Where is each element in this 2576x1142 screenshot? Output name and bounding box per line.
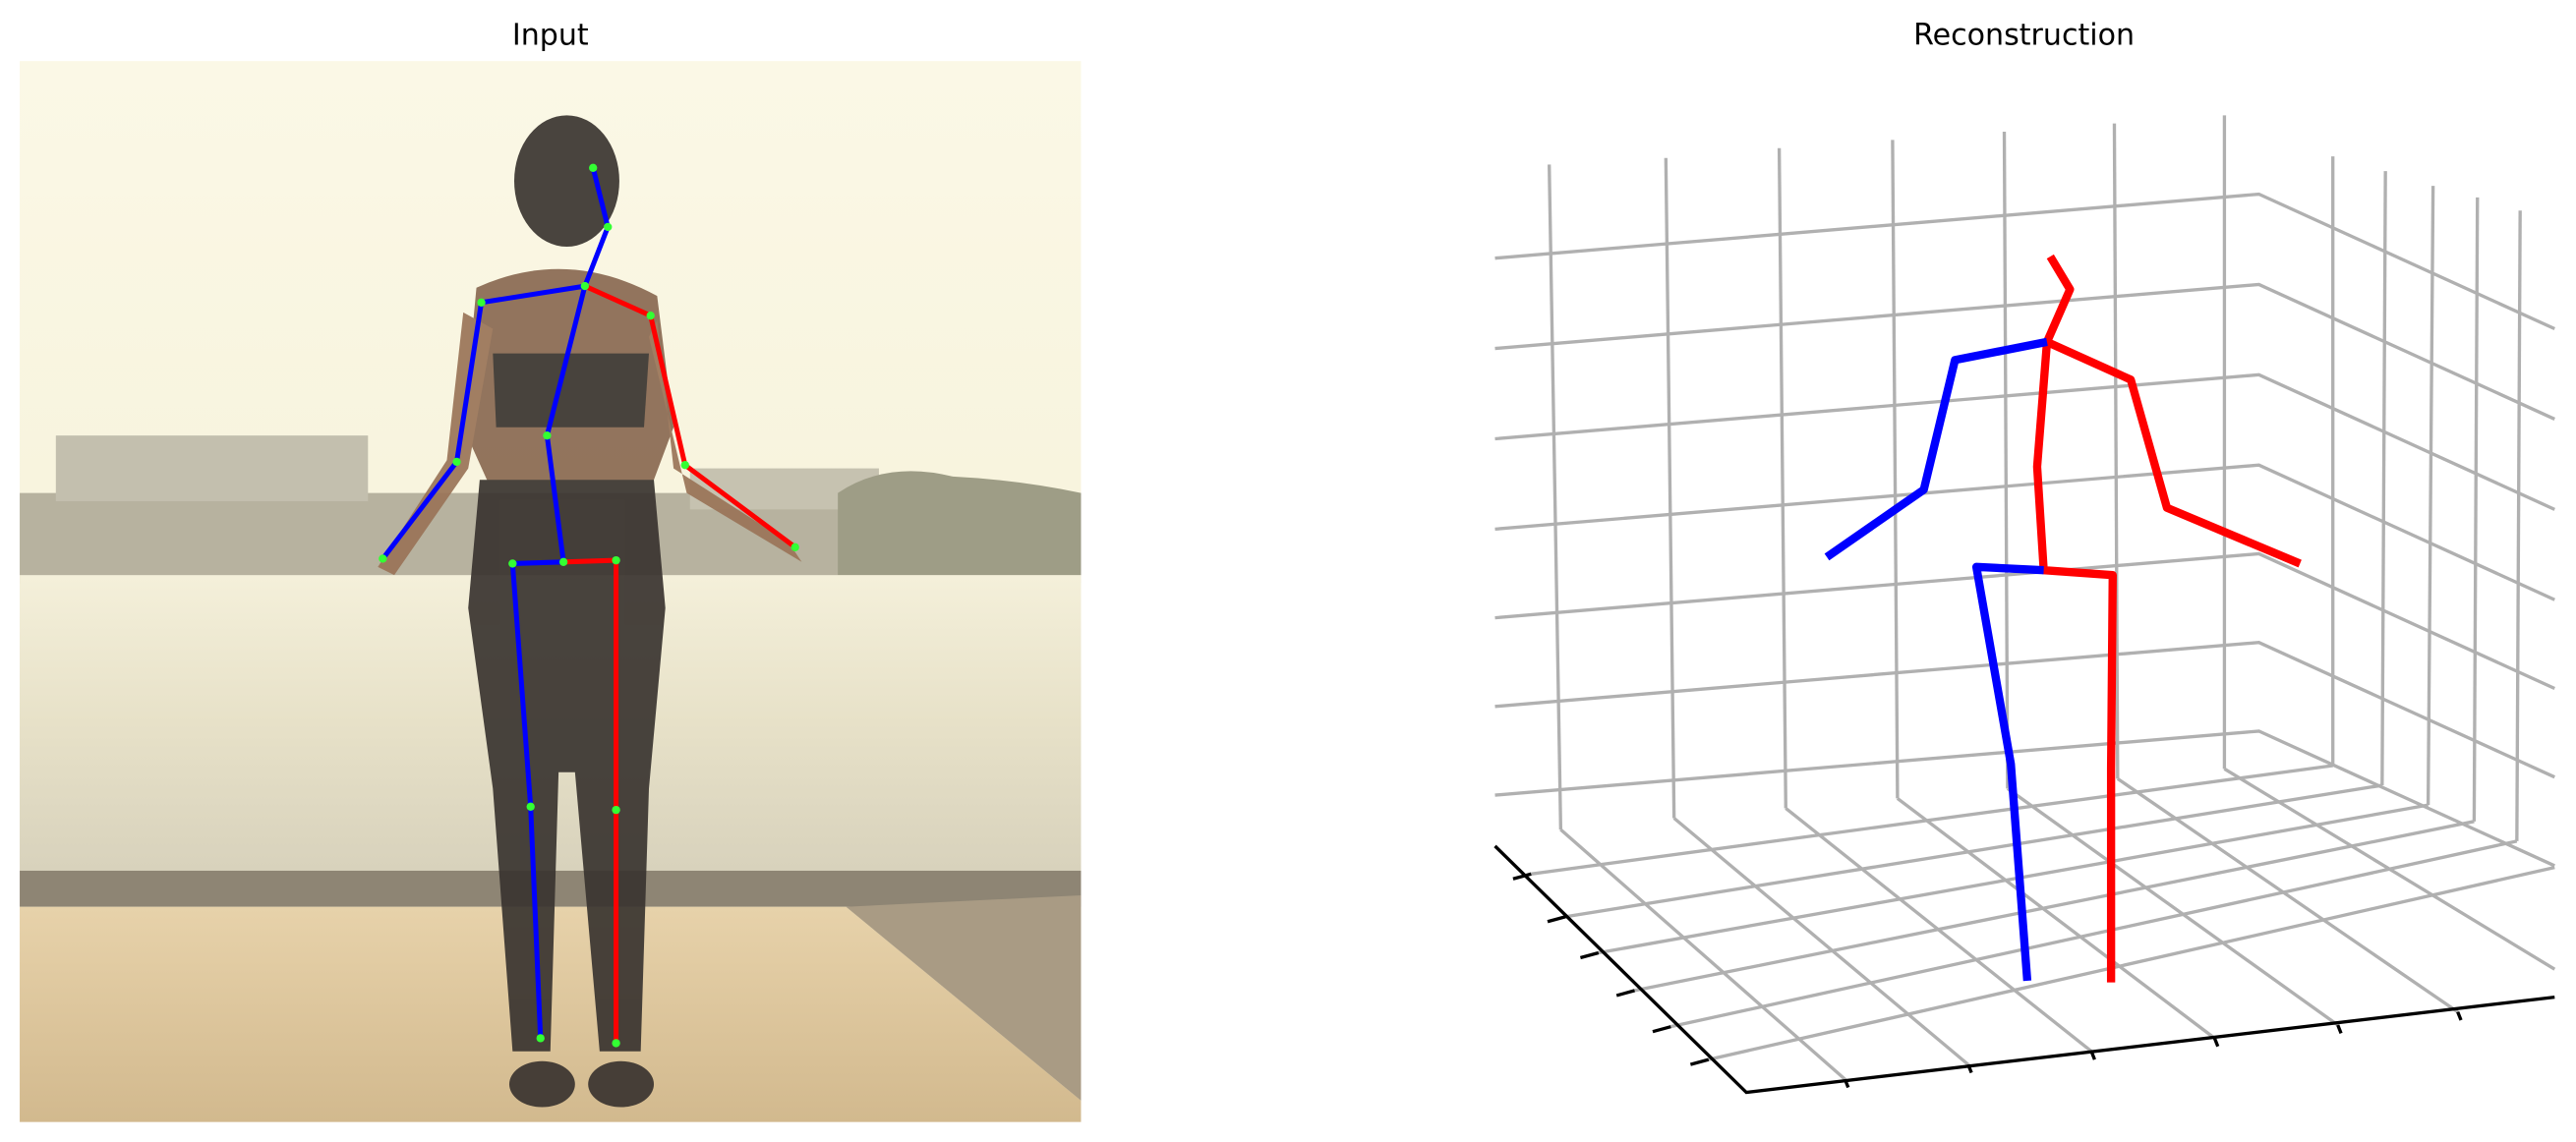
axes — [1493, 844, 2555, 1095]
panel-title: Input — [512, 18, 589, 52]
panel-title: Reconstruction — [1913, 18, 2135, 52]
plot-3d — [1494, 115, 2556, 1081]
skeleton-3d — [1824, 254, 2302, 983]
photo — [20, 61, 1082, 1122]
